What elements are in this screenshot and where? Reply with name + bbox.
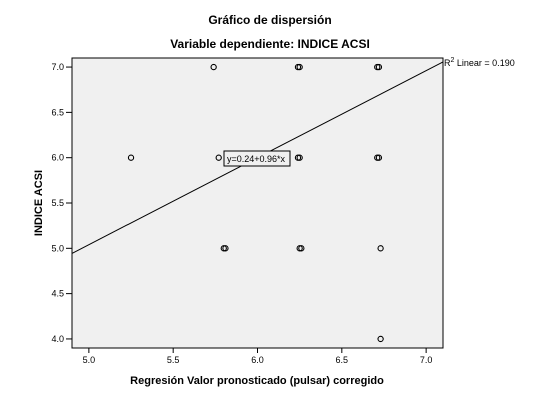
fit-equation-label: y=0.24+0.96*x [227, 154, 286, 164]
y-axis: 4.0 4.5 5.0 5.5 6.0 6.5 7.0 [51, 62, 72, 344]
y-tick-label: 4.0 [51, 334, 64, 344]
r2-label: R2 Linear = 0.190 [444, 57, 515, 68]
x-tick-label: 6.0 [251, 355, 264, 365]
x-tick-label: 5.5 [167, 355, 180, 365]
y-tick-label: 6.5 [51, 107, 64, 117]
x-tick-label: 7.0 [420, 355, 433, 365]
x-axis: 5.0 5.5 6.0 6.5 7.0 [83, 348, 433, 365]
y-tick-label: 5.0 [51, 243, 64, 253]
x-tick-label: 6.5 [336, 355, 349, 365]
y-tick-label: 6.0 [51, 153, 64, 163]
y-tick-label: 7.0 [51, 62, 64, 72]
x-axis-title: Regresión Valor pronosticado (pulsar) co… [130, 375, 384, 387]
y-tick-label: 5.5 [51, 198, 64, 208]
chart-title: Gráfico de dispersión [208, 13, 331, 27]
r2-label-value: Linear = 0.190 [454, 58, 514, 68]
x-tick-label: 5.0 [83, 355, 96, 365]
y-tick-label: 4.5 [51, 289, 64, 299]
fit-equation-box: y=0.24+0.96*x [224, 151, 290, 166]
chart-subtitle: Variable dependiente: INDICE ACSI [170, 37, 370, 51]
y-axis-title: INDICE ACSI [33, 170, 45, 236]
plot-area [72, 58, 443, 348]
